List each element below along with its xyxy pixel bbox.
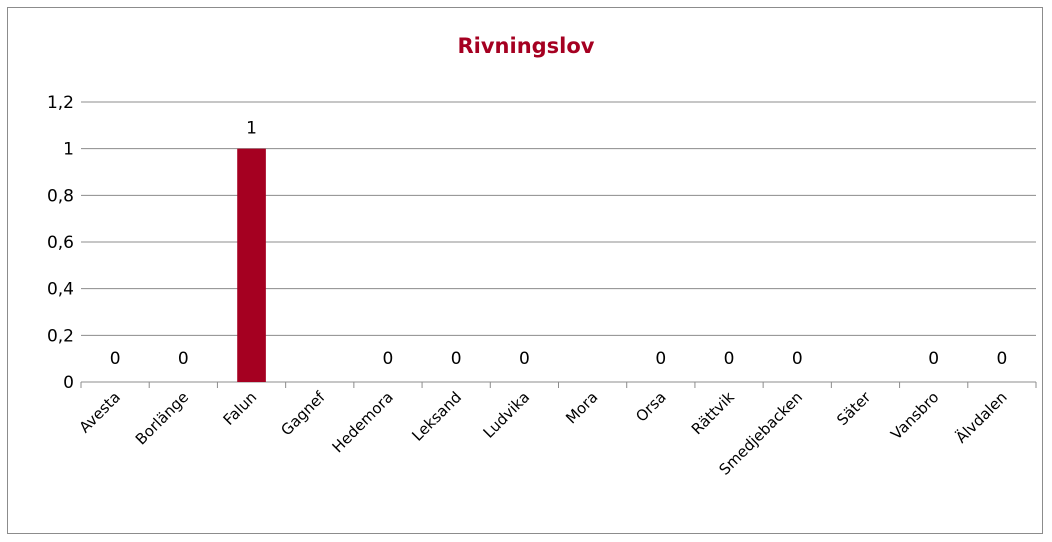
x-tick-label: Avesta — [76, 388, 124, 436]
x-tick-label: Leksand — [408, 388, 465, 445]
y-tick-label: 1 — [63, 140, 74, 160]
chart-frame — [7, 7, 1043, 534]
bar — [237, 148, 266, 382]
x-tick-label: Falun — [220, 388, 261, 429]
data-label: 0 — [792, 349, 803, 369]
x-tick-label: Rättvik — [688, 388, 738, 438]
y-tick-label: 0,8 — [47, 186, 74, 206]
x-tick-label: Ludvika — [480, 388, 534, 442]
x-tick-label: Gagnef — [277, 388, 329, 440]
x-tick-label: Orsa — [632, 388, 669, 425]
y-tick-label: 0,6 — [47, 233, 74, 253]
data-label: 0 — [996, 349, 1007, 369]
y-tick-label: 0,2 — [47, 326, 74, 346]
data-label: 0 — [519, 349, 530, 369]
data-label: 1 — [246, 119, 257, 139]
data-label: 0 — [383, 349, 394, 369]
y-tick-label: 0 — [63, 373, 74, 393]
data-label: 0 — [178, 349, 189, 369]
x-tick-label: Säter — [833, 388, 875, 430]
y-tick-label: 1,2 — [47, 93, 74, 113]
data-label: 0 — [655, 349, 666, 369]
data-label: 0 — [928, 349, 939, 369]
data-label: 0 — [110, 349, 121, 369]
y-tick-label: 0,4 — [47, 280, 74, 300]
x-tick-label: Älvdalen — [951, 387, 1010, 446]
chart-title: Rivningslov — [457, 34, 595, 58]
x-tick-label: Hedemora — [329, 388, 397, 456]
data-label: 0 — [451, 349, 462, 369]
x-tick-label: Borlänge — [132, 388, 192, 448]
data-label: 0 — [724, 349, 735, 369]
x-tick-label: Mora — [562, 388, 601, 427]
x-tick-label: Vansbro — [887, 388, 942, 443]
